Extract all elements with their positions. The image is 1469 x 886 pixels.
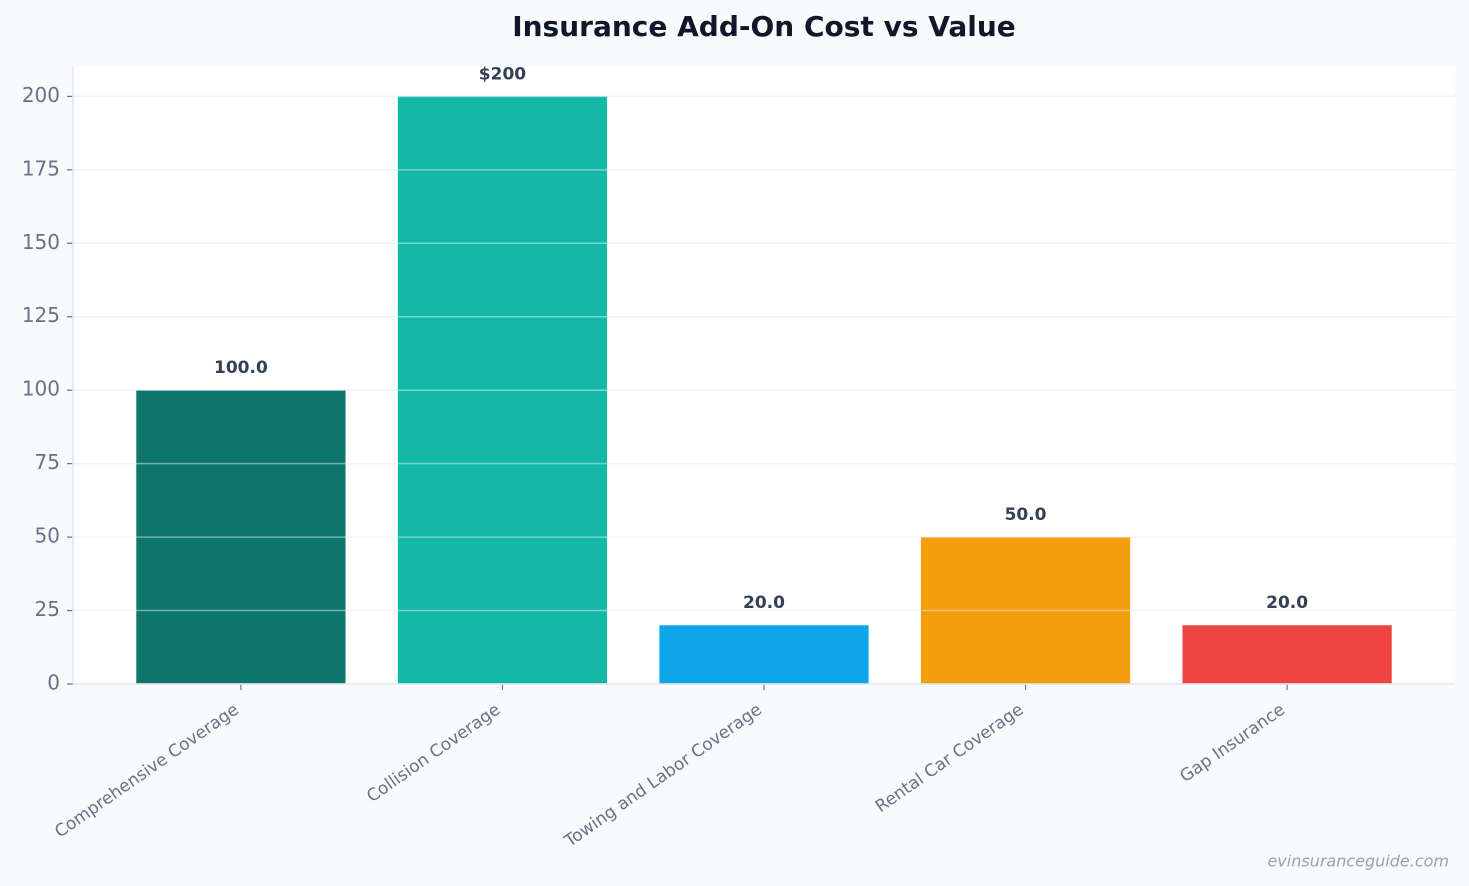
bar: [659, 625, 869, 684]
value-label: 50.0: [1005, 505, 1047, 525]
y-tick-label: 100: [22, 377, 60, 401]
y-tick-label: 200: [22, 83, 60, 107]
y-tick-label: 175: [22, 156, 60, 180]
chart-title: Insurance Add-On Cost vs Value: [512, 10, 1016, 43]
bar: [1182, 625, 1392, 684]
y-tick-label: 125: [22, 303, 60, 327]
value-label: $200: [479, 64, 526, 84]
y-tick-label: 50: [35, 524, 60, 548]
y-tick-label: 75: [35, 450, 60, 474]
y-tick-label: 0: [47, 671, 60, 695]
value-label: 100.0: [214, 358, 268, 378]
watermark: evinsuranceguide.com: [1267, 852, 1449, 871]
value-label: 20.0: [743, 593, 785, 613]
y-tick-label: 25: [35, 597, 60, 621]
y-tick-label: 150: [22, 230, 60, 254]
value-label: 20.0: [1266, 593, 1308, 613]
